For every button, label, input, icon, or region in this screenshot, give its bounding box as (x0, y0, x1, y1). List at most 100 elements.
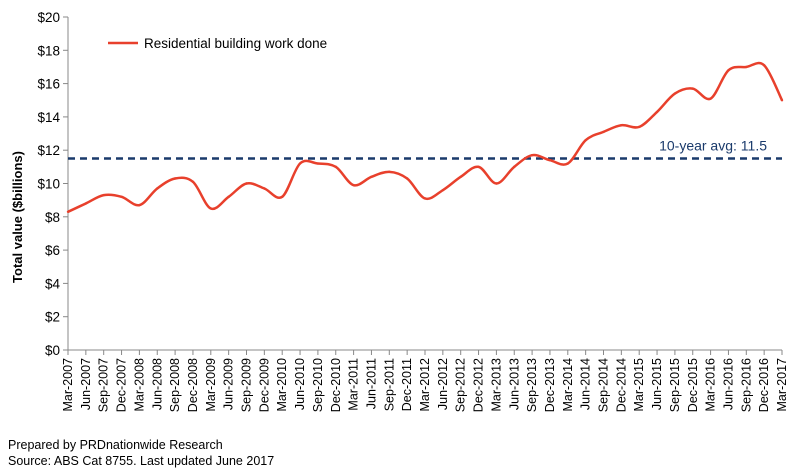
data-point (334, 165, 337, 169)
y-tick-label: $10 (37, 177, 60, 192)
data-point (298, 162, 302, 165)
data-point (405, 177, 409, 180)
data-point (441, 188, 445, 192)
data-point (102, 193, 105, 197)
data-point (352, 183, 355, 187)
data-point (370, 175, 373, 179)
x-tick-label: Mar-2011 (347, 358, 361, 411)
average-reference-label: 10-year avg: 11.5 (659, 138, 767, 154)
plot-area: 10-year avg: 11.5 (66, 61, 784, 214)
x-tick-label: Sep-2016 (739, 358, 753, 412)
y-tick-label: $14 (37, 110, 60, 125)
data-point (709, 97, 712, 100)
x-tick-label: Sep-2007 (97, 358, 111, 412)
x-tick-label: Jun-2009 (222, 358, 236, 410)
footer-prepared-by: Prepared by PRDnationwide Research (8, 438, 223, 452)
data-point (513, 165, 516, 169)
data-point (173, 177, 177, 180)
x-tick-label: Mar-2013 (489, 358, 503, 412)
y-tick-label: $0 (45, 343, 60, 358)
data-point (263, 187, 266, 190)
x-tick-label: Dec-2008 (186, 358, 200, 412)
x-tick-label: Mar-2012 (418, 358, 432, 412)
x-tick-label: Sep-2008 (168, 358, 182, 412)
x-tick-label: Dec-2007 (115, 358, 129, 412)
data-point (316, 162, 320, 165)
data-point (691, 87, 694, 90)
data-point (459, 175, 462, 179)
x-tick-label: Mar-2014 (561, 358, 575, 412)
x-tick-label: Dec-2012 (472, 358, 486, 412)
data-point (655, 110, 659, 114)
x-tick-label: Sep-2010 (311, 358, 325, 412)
y-tick-label: $16 (37, 77, 60, 92)
data-point (477, 165, 480, 169)
x-tick-label: Dec-2016 (757, 358, 771, 412)
x-tick-label: Dec-2014 (614, 358, 628, 412)
x-tick-label: Sep-2011 (382, 358, 396, 411)
x-tick-label: Jun-2014 (579, 358, 593, 410)
x-tick-label: Sep-2013 (525, 358, 539, 412)
data-point (423, 197, 427, 200)
footer-source: Source: ABS Cat 8755. Last updated June … (8, 454, 275, 468)
data-point (209, 207, 212, 210)
y-axis-label: Total value ($billions) (10, 151, 25, 283)
data-point (388, 170, 391, 174)
x-tick-label: Jun-2016 (721, 358, 735, 410)
x-tick-label: Mar-2017 (775, 358, 789, 412)
data-point (602, 130, 605, 134)
y-axis: $0 $2 $4 $6 $8 $10 $12 $14 $16 $18 $20 (37, 10, 69, 358)
data-point (227, 195, 230, 199)
x-tick-label: Dec-2015 (686, 358, 700, 412)
legend: Residential building work done (108, 36, 327, 51)
data-point (191, 180, 195, 184)
y-tick-label: $6 (45, 243, 60, 258)
y-tick-label: $4 (45, 276, 61, 291)
x-tick-label: Sep-2015 (668, 358, 682, 412)
data-point (780, 99, 784, 102)
x-tick-label: Jun-2010 (293, 358, 307, 410)
data-point (762, 64, 766, 67)
x-tick-label: Dec-2011 (400, 358, 414, 411)
data-point (84, 202, 88, 205)
y-tick-label: $2 (45, 310, 60, 325)
x-tick-label: Mar-2010 (275, 358, 289, 412)
data-point (281, 195, 284, 199)
data-point (156, 187, 159, 190)
data-point (673, 92, 677, 95)
y-tick-label: $18 (37, 43, 60, 58)
x-tick-label: Dec-2010 (329, 358, 343, 412)
y-tick-label: $12 (37, 143, 60, 158)
x-tick-label: Mar-2007 (61, 358, 75, 412)
x-tick-label: Sep-2014 (597, 358, 611, 412)
x-tick-label: Jun-2013 (507, 358, 521, 410)
data-point (584, 139, 587, 142)
x-axis: Mar-2007 Jun-2007 Sep-2007 Dec-2007 Mar-2008… (61, 349, 789, 412)
data-point (727, 69, 730, 72)
data-point (530, 153, 534, 157)
x-tick-label: Jun-2012 (436, 358, 450, 410)
x-tick-label: Sep-2012 (454, 358, 468, 412)
data-point (66, 210, 70, 214)
y-tick-label: $8 (45, 210, 60, 225)
x-tick-label: Mar-2008 (132, 358, 146, 412)
data-point (566, 162, 569, 165)
x-tick-label: Jun-2015 (650, 358, 664, 410)
x-tick-label: Jun-2011 (364, 358, 378, 409)
x-tick-label: Sep-2009 (240, 358, 254, 412)
data-point (620, 124, 623, 127)
data-point (745, 65, 748, 69)
data-point (245, 182, 248, 185)
data-point (120, 195, 123, 199)
x-tick-label: Jun-2007 (79, 358, 93, 410)
data-point (638, 125, 641, 129)
x-tick-label: Jun-2008 (150, 358, 164, 410)
x-tick-label: Dec-2013 (543, 358, 557, 412)
data-point (495, 182, 498, 185)
x-tick-label: Mar-2015 (632, 358, 646, 412)
x-tick-label: Mar-2009 (204, 358, 218, 412)
x-tick-label: Mar-2016 (704, 358, 718, 412)
data-point (548, 158, 552, 162)
legend-label: Residential building work done (144, 36, 327, 51)
